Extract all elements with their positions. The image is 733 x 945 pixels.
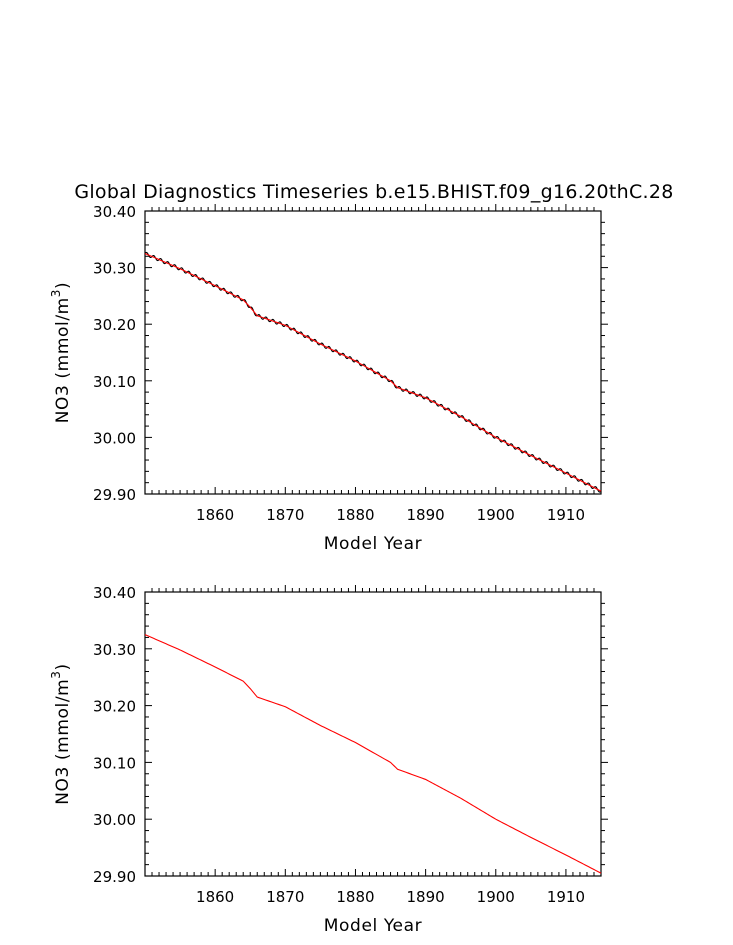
y-tick-label: 29.90 <box>93 868 136 886</box>
y-axis-label-close: ) <box>53 663 73 670</box>
y-axis-label-superscript: 3 <box>49 670 63 678</box>
x-tick-label: 1870 <box>266 506 304 524</box>
annual-series-line <box>144 634 602 874</box>
x-axis-label: Model Year <box>324 534 422 554</box>
y-tick-label: 30.40 <box>93 203 136 221</box>
y-axis-label-text: NO3 (mmol/m <box>53 297 73 423</box>
y-tick-label: 30.10 <box>93 373 136 391</box>
y-axis-label-superscript: 3 <box>49 289 63 297</box>
y-axis-label-close: ) <box>53 282 73 289</box>
annual-series-line <box>144 252 602 492</box>
y-tick-label: 30.30 <box>93 641 136 659</box>
x-tick-label: 1880 <box>336 506 374 524</box>
y-tick-label: 30.00 <box>93 811 136 829</box>
y-tick-label: 30.20 <box>93 698 136 716</box>
x-tick-label: 1910 <box>547 506 585 524</box>
x-tick-label: 1880 <box>336 888 374 906</box>
x-tick-label: 1890 <box>407 506 445 524</box>
x-tick-label: 1900 <box>477 506 515 524</box>
y-tick-label: 30.00 <box>93 429 136 447</box>
x-tick-label: 1860 <box>196 888 234 906</box>
y-axis-label: NO3 (mmol/m3) <box>49 282 73 424</box>
x-tick-label: 1870 <box>266 888 304 906</box>
y-axis-label: NO3 (mmol/m3) <box>49 663 73 805</box>
plot-frame <box>144 591 602 877</box>
y-tick-label: 29.90 <box>93 486 136 504</box>
x-tick-label: 1860 <box>196 506 234 524</box>
x-tick-label: 1910 <box>547 888 585 906</box>
bottom-panel: 1860 1870 1880 1890 1900 1910 29.90 30.00 30.10 3… <box>49 584 608 936</box>
y-tick-label: 30.10 <box>93 754 136 772</box>
y-tick-label: 30.20 <box>93 316 136 334</box>
x-tick-label: 1890 <box>407 888 445 906</box>
y-tick-label: 30.30 <box>93 260 136 278</box>
x-axis-label: Model Year <box>324 916 422 936</box>
y-tick-label: 30.40 <box>93 584 136 602</box>
top-panel: 1860 1870 1880 1890 1900 1910 29.90 30.00 30.10 3… <box>49 203 608 554</box>
chart-title: Global Diagnostics Timeseries b.e15.BHIS… <box>74 181 673 203</box>
y-axis-label-text: NO3 (mmol/m <box>53 679 73 805</box>
plot-frame <box>144 210 602 495</box>
x-tick-label: 1900 <box>477 888 515 906</box>
